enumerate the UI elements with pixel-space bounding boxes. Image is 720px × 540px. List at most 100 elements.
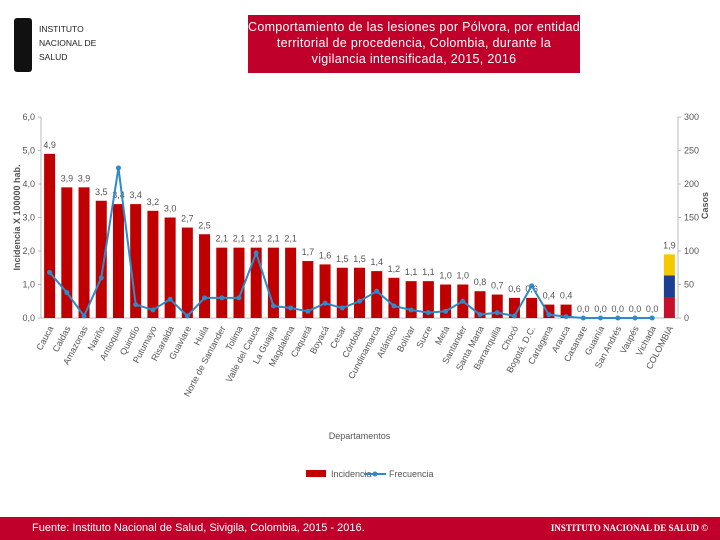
line-marker — [322, 300, 328, 306]
bar — [302, 261, 314, 318]
legend-marker — [372, 471, 378, 477]
legend-label: Frecuencia — [389, 469, 434, 479]
line-marker — [529, 283, 535, 289]
bar — [371, 271, 383, 318]
line-marker — [443, 308, 449, 314]
line-marker — [339, 305, 345, 311]
line-marker — [253, 250, 259, 256]
x-tick-label: Sucre — [414, 324, 434, 349]
value-label: 1,0 — [439, 271, 452, 281]
line-marker — [288, 305, 294, 311]
bar — [181, 227, 193, 318]
logo-line: Nacional de — [39, 38, 97, 48]
line-marker — [460, 298, 466, 304]
line-marker — [357, 298, 362, 304]
value-label: 0,0 — [577, 304, 590, 314]
value-label: 2,1 — [284, 234, 297, 244]
value-label: 3,9 — [61, 173, 74, 183]
legend-swatch — [306, 470, 326, 477]
value-label: 1,4 — [370, 257, 383, 267]
bar — [44, 153, 56, 318]
y-tick-label: 6,0 — [22, 112, 35, 122]
bar — [112, 204, 124, 318]
line-marker — [202, 295, 208, 301]
value-label: 0,0 — [611, 304, 624, 314]
bar — [250, 247, 262, 318]
line-marker — [477, 312, 483, 318]
logo-text: Instituto Nacional de Salud — [39, 22, 96, 64]
bar — [61, 187, 73, 318]
bar — [422, 281, 434, 318]
bar — [508, 297, 520, 318]
y2-tick-label: 100 — [684, 246, 699, 256]
y-tick-label: 4,0 — [22, 179, 35, 189]
line-marker — [184, 313, 190, 319]
slide-title: Comportamiento de las lesiones por Pólvo… — [248, 15, 580, 73]
footer: Fuente: Instituto Nacional de Salud, Siv… — [0, 517, 720, 540]
value-label: 3,5 — [95, 187, 108, 197]
line-marker — [374, 288, 380, 294]
value-label: 3,4 — [112, 190, 125, 200]
logo-icon — [14, 18, 32, 72]
footer-source: Fuente: Instituto Nacional de Salud, Siv… — [32, 522, 365, 534]
value-label: 2,1 — [233, 234, 246, 244]
value-label: 0,7 — [491, 281, 504, 291]
value-label: 0,4 — [560, 291, 573, 301]
line-marker — [563, 314, 569, 320]
line-marker — [615, 315, 621, 321]
bar — [353, 267, 366, 318]
line-marker — [632, 315, 638, 321]
legend-label: Incidencia — [331, 469, 372, 479]
y-tick-label: 5,0 — [22, 146, 35, 156]
footer-brand: INSTITUTO NACIONAL DE SALUD © — [550, 523, 708, 533]
value-label: 1,7 — [302, 247, 315, 257]
value-label: 2,1 — [267, 234, 280, 244]
value-label: 0,0 — [594, 304, 607, 314]
value-label: 1,1 — [422, 267, 435, 277]
value-label: 0,4 — [543, 291, 556, 301]
value-label: 3,9 — [78, 173, 91, 183]
line-marker — [133, 302, 139, 308]
bar — [319, 264, 331, 318]
y2-tick-label: 0 — [684, 313, 689, 323]
y2-tick-label: 250 — [684, 146, 699, 156]
bar — [216, 247, 228, 318]
line-marker — [546, 312, 552, 318]
y2-tick-label: 200 — [684, 179, 699, 189]
bar — [663, 254, 675, 318]
value-label: 2,1 — [250, 234, 263, 244]
value-label: 0,6 — [508, 284, 521, 294]
value-label: 3,2 — [147, 197, 160, 207]
bar — [526, 297, 538, 318]
bar — [388, 277, 400, 318]
value-label: 1,5 — [336, 254, 349, 264]
value-label: 4,9 — [43, 140, 56, 150]
line-marker — [150, 307, 156, 313]
y2-tick-label: 300 — [684, 112, 699, 122]
y-tick-label: 0,0 — [22, 313, 35, 323]
value-label: 1,2 — [388, 264, 401, 274]
y2-tick-label: 50 — [684, 280, 694, 290]
line-marker — [408, 307, 414, 313]
value-label: 1,1 — [405, 267, 418, 277]
bar — [336, 267, 348, 318]
bar — [560, 304, 572, 318]
bar — [543, 304, 555, 318]
line-marker — [219, 295, 225, 301]
line — [48, 167, 653, 319]
bar — [267, 247, 279, 318]
line-marker — [167, 296, 173, 302]
line-marker — [511, 313, 517, 319]
bar — [233, 247, 245, 318]
value-label: 2,7 — [181, 214, 194, 224]
line-marker — [98, 275, 104, 281]
bar — [440, 284, 452, 318]
line-marker — [305, 308, 311, 314]
value-label: 1,5 — [353, 254, 366, 264]
chart: 0,0 1,0 2,0 3,0 4,0 5,0 6,0 0 50 100 150 200 250 300 I… — [12, 112, 710, 479]
y-tick-label: 2,0 — [22, 246, 35, 256]
bar — [199, 234, 211, 318]
logo-line: Instituto — [39, 24, 84, 34]
value-label: 2,5 — [198, 220, 211, 230]
